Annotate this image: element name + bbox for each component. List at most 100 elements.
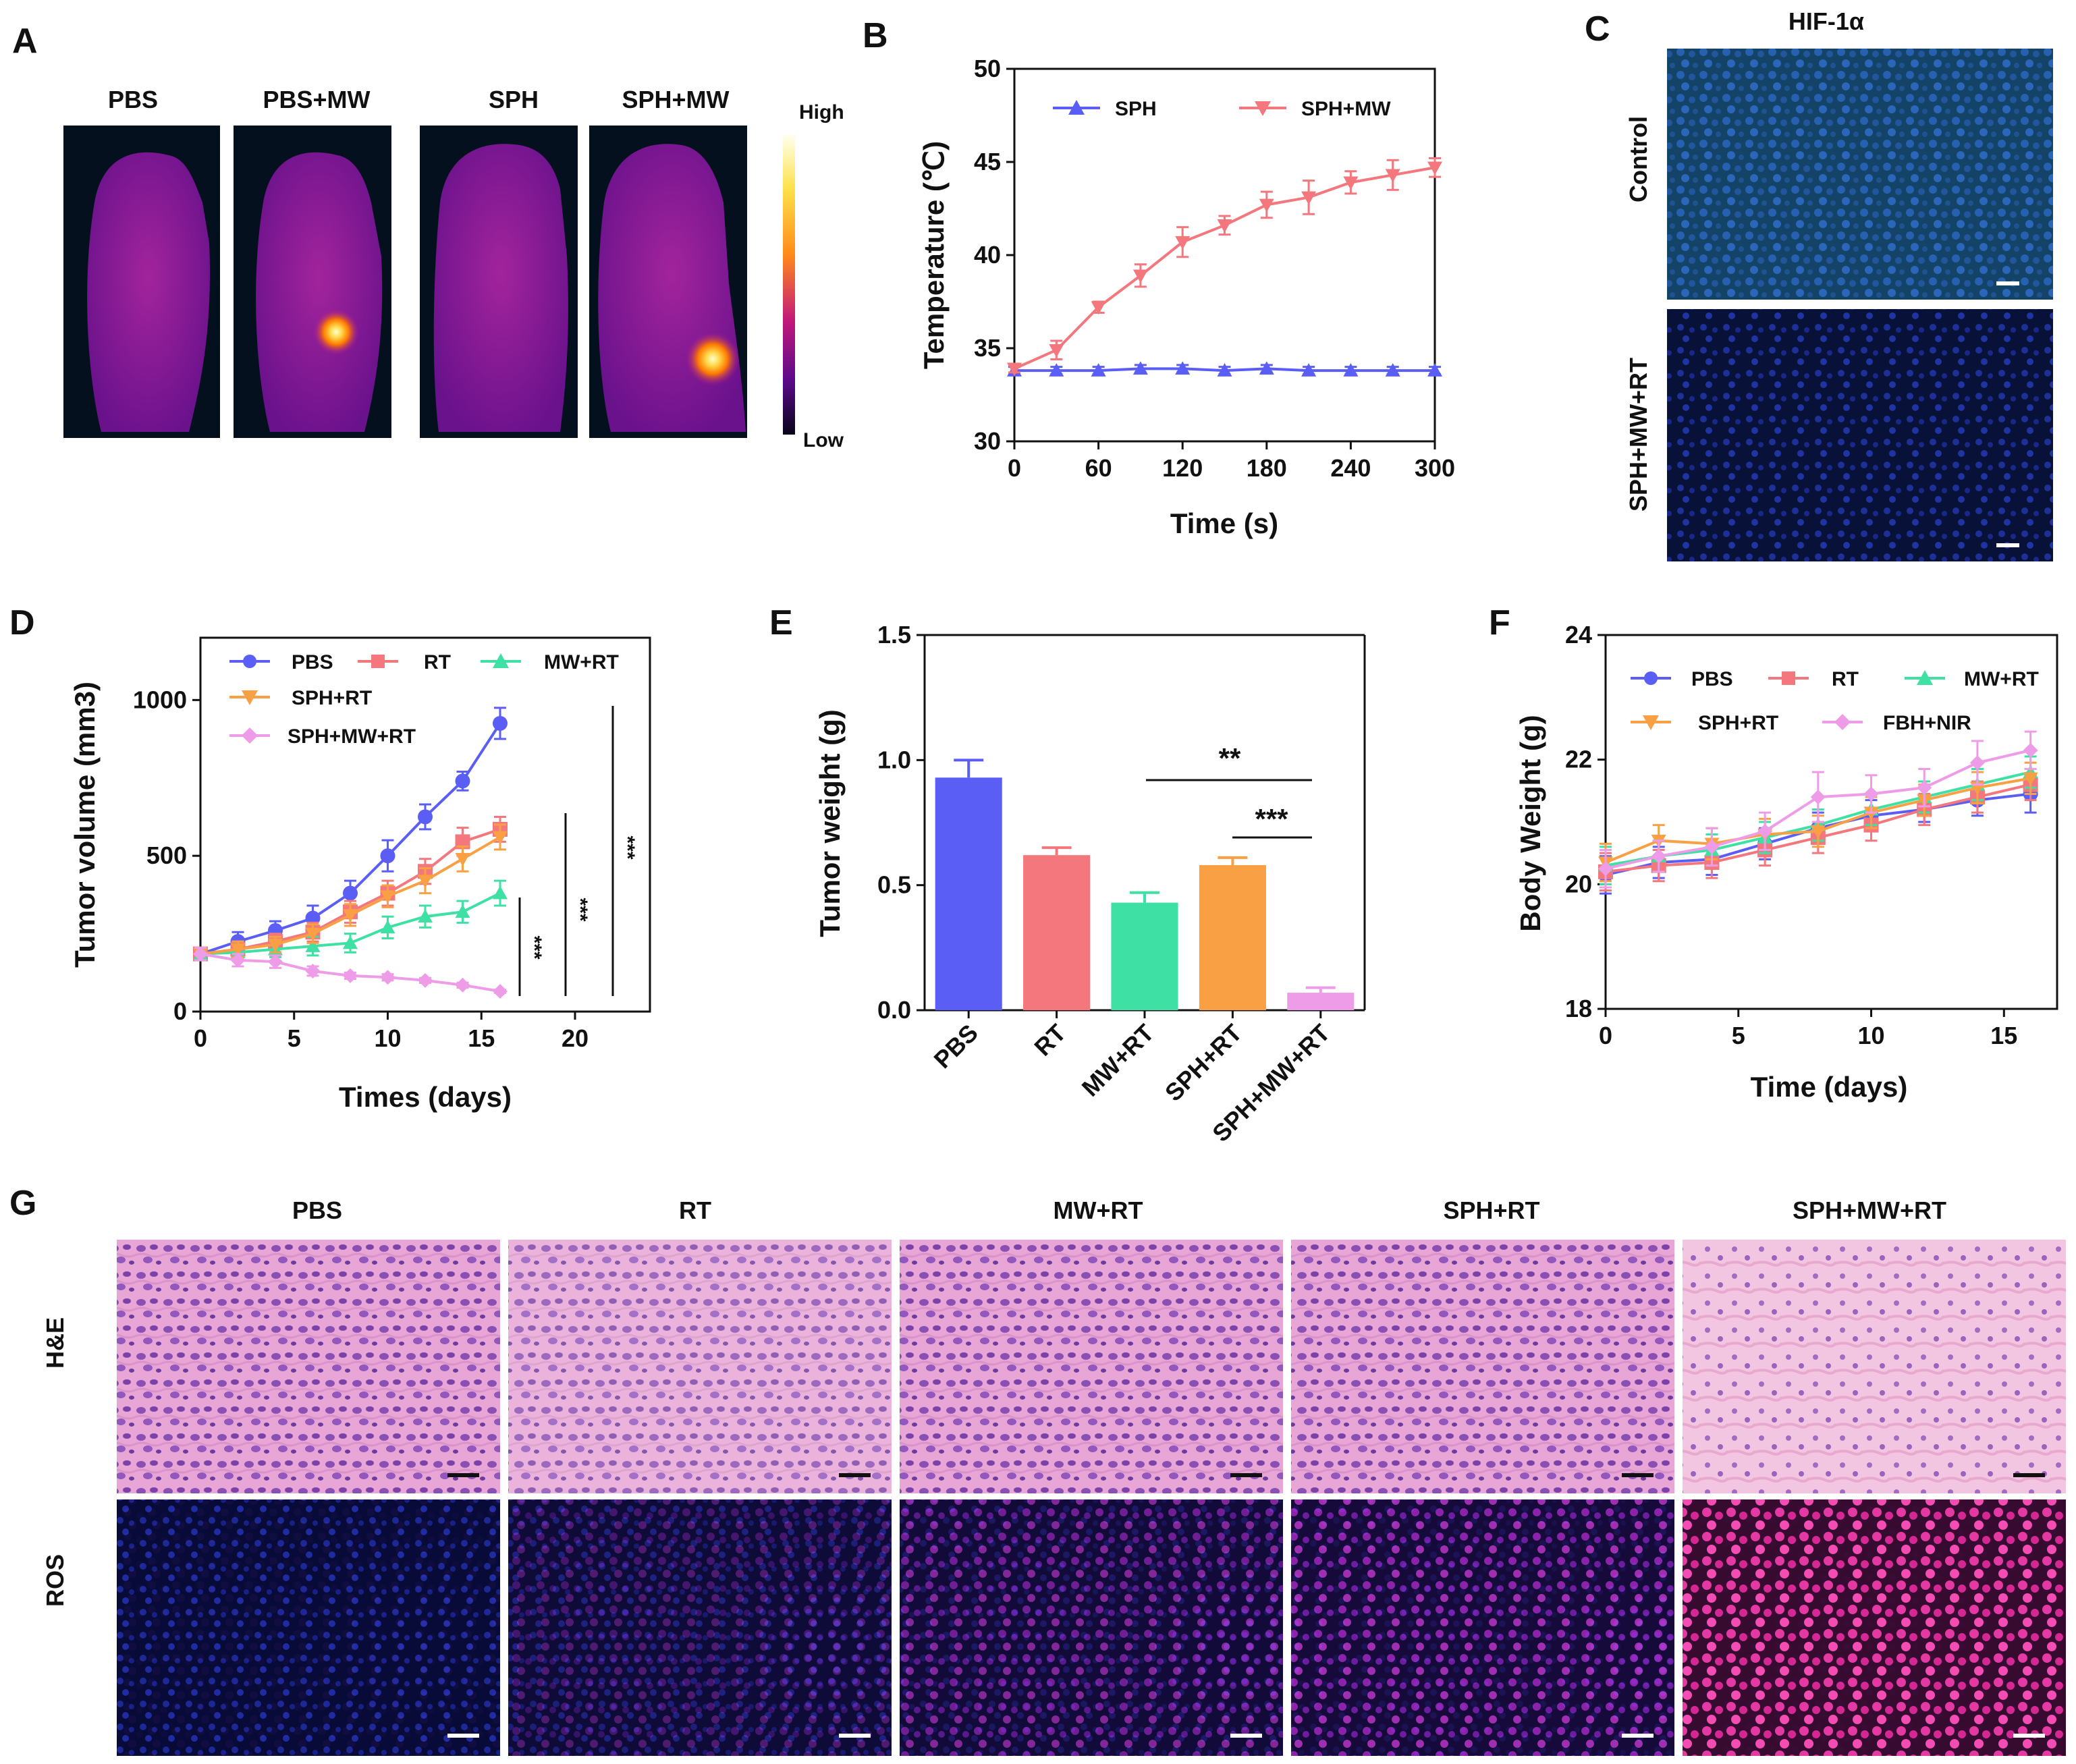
chart-b-point-sph-mw — [1427, 161, 1442, 175]
thermal-image-pbs — [63, 126, 220, 438]
ros-signal-sph-rt — [1291, 1499, 1674, 1756]
chart-b-point-sph-mw — [1175, 236, 1191, 250]
chart-d-point-sph-rt — [343, 909, 358, 922]
thermal-label-pbs: PBS — [108, 86, 158, 113]
chart-f-point-fbh-nir — [1704, 839, 1720, 854]
chart-d-xlabel: Times (days) — [339, 1081, 512, 1113]
chart-d-xtick-label: 20 — [562, 1024, 589, 1052]
chart-e-ytick-label: 1.0 — [877, 746, 911, 773]
chart-d-ticks: 0 5 10 15 20 0 500 1000 — [133, 686, 589, 1052]
chart-e-bar-sph-rt — [1199, 865, 1266, 1010]
chart-f-point-fbh-nir — [1917, 780, 1932, 796]
chart-b-xlabel: Time (s) — [1170, 507, 1278, 539]
hif-row-label-sph-mw-rt: SPH+MW+RT — [1624, 358, 1652, 512]
legend-d-rt-marker — [371, 655, 385, 668]
chart-d-xtick-label: 5 — [288, 1024, 301, 1052]
chart-b-series-sph — [1007, 361, 1442, 377]
chart-f-xtick-label: 5 — [1732, 1022, 1745, 1049]
histology-col-pbs: PBS — [292, 1196, 342, 1224]
chart-b-point-sph-mw — [1091, 301, 1106, 315]
ros-signal-pbs — [117, 1499, 500, 1756]
ros-signal-sph-mw-rt — [1683, 1499, 2066, 1756]
chart-d-point-sph-rt — [380, 890, 395, 904]
thermal-image-sph — [420, 126, 578, 438]
he-image-sph-rt — [1291, 1240, 1674, 1493]
sig-d-label-3: *** — [616, 835, 638, 859]
chart-b-xtick-label: 180 — [1247, 454, 1287, 482]
chart-b-point-sph-mw — [1049, 343, 1064, 358]
chart-d-tumor-volume: 0 5 10 15 20 0 500 1000 Times (days) Tumor volu… — [69, 636, 651, 1113]
chart-f-point-fbh-nir — [1969, 755, 1985, 771]
chart-b-point-sph — [1427, 363, 1442, 377]
colorbar-high-label: High — [799, 101, 844, 123]
chart-b-legend: SPH SPH+MW — [1053, 98, 1391, 120]
chart-e-significance: ** *** — [1146, 742, 1312, 839]
chart-f-point-fbh-nir — [1598, 861, 1613, 877]
chart-b-point-sph — [1301, 363, 1317, 377]
legend-d-sph-mw-rt-marker — [242, 727, 258, 744]
thermal-image-sph-mw — [589, 126, 747, 438]
legend-f-fbh-nir-label: FBH+NIR — [1883, 712, 1971, 734]
chart-d-point-sph-rt — [418, 875, 433, 889]
chart-d-point-mw-rt — [455, 904, 470, 918]
legend-f-fbh-nir-marker — [1834, 714, 1851, 730]
he-image-sph-mw-rt — [1683, 1240, 2066, 1493]
thermal-label-sph-mw: SPH+MW — [622, 86, 729, 113]
sig-d-label-2: *** — [569, 898, 591, 921]
chart-d-point-sph-mw-rt — [193, 946, 208, 962]
chart-b-point-sph-mw — [1385, 169, 1400, 183]
chart-d-point-sph-rt — [455, 852, 470, 866]
histology-col-rt: RT — [679, 1196, 711, 1224]
chart-e-bar-rt — [1023, 855, 1091, 1010]
panel-label-c: C — [1585, 9, 1610, 49]
legend-d-mw-rt-label: MW+RT — [544, 651, 619, 673]
chart-e-xtick-label-mw-rt: MW+RT — [1076, 1019, 1159, 1102]
chart-e-ylabel: Tumor weight (g) — [814, 709, 846, 937]
panel-label-a: A — [12, 22, 38, 61]
histology-row-ros: ROS — [41, 1554, 69, 1607]
chart-f-point-fbh-nir — [1863, 786, 1879, 802]
chart-d-ylabel: Tumor volume (mm3) — [69, 682, 101, 968]
chart-d-point-sph-mw-rt — [493, 983, 508, 999]
chart-f-xtick-label: 0 — [1599, 1022, 1612, 1049]
chart-d-point-pbs — [380, 848, 395, 864]
chart-b-temperature: 0 60 120 180 240 300 30 35 40 45 50 Time (s) Tempe… — [918, 55, 1455, 539]
chart-d-series-sph-mw-rt — [193, 946, 508, 999]
chart-f-body-weight: 0 5 10 15 18 20 22 24 Time (days) Body Weight (… — [1514, 621, 2058, 1103]
chart-e-xtick-label-rt: RT — [1029, 1019, 1071, 1062]
panel-label-g: G — [9, 1184, 36, 1223]
chart-d-point-pbs — [343, 885, 358, 901]
chart-f-xtick-label: 10 — [1858, 1022, 1885, 1049]
chart-e-bar-mw-rt — [1111, 902, 1178, 1010]
chart-d-point-sph-rt — [493, 831, 508, 845]
chart-d-ytick-label: 500 — [146, 842, 187, 869]
chart-b-xtick-label: 300 — [1415, 454, 1455, 482]
chart-d-xtick-label: 10 — [374, 1024, 401, 1052]
legend-b-sph-label: SPH — [1115, 98, 1157, 120]
chart-f-ylabel: Body Weight (g) — [1514, 715, 1546, 931]
chart-d-point-sph-mw-rt — [380, 970, 395, 985]
chart-d-point-mw-rt — [493, 885, 508, 900]
legend-b-sph-marker — [1068, 100, 1085, 115]
chart-d-ytick-label: 0 — [173, 997, 187, 1025]
chart-b-point-sph-mw — [1259, 198, 1274, 213]
chart-b-ytick-label: 35 — [974, 334, 1001, 362]
ros-signal-rt — [508, 1499, 892, 1756]
chart-d-significance: *** *** *** — [518, 706, 638, 996]
hif-green-signal-control — [1667, 49, 2053, 300]
legend-b-sph-mw-label: SPH+MW — [1301, 98, 1391, 120]
chart-b-line-sph-mw — [1014, 166, 1436, 370]
panel-c-hif-staining: HIF-1α Control SPH+MW+RT — [1624, 7, 2053, 561]
chart-b-ylabel: Temperature (℃) — [918, 141, 950, 369]
legend-f-mw-rt-label: MW+RT — [1964, 668, 2039, 690]
chart-d-point-sph-rt — [268, 938, 283, 952]
thermal-label-pbs-mw: PBS+MW — [263, 86, 370, 113]
legend-f-rt-marker — [1782, 671, 1795, 685]
histology-col-mw-rt: MW+RT — [1054, 1196, 1143, 1224]
thermal-image-pbs-mw — [234, 126, 391, 438]
chart-f-point-fbh-nir — [1651, 848, 1666, 864]
legend-d-pbs-marker — [243, 655, 256, 668]
chart-f-series-fbh-nir — [1598, 730, 2038, 889]
legend-d-sph-rt-marker — [242, 690, 258, 705]
